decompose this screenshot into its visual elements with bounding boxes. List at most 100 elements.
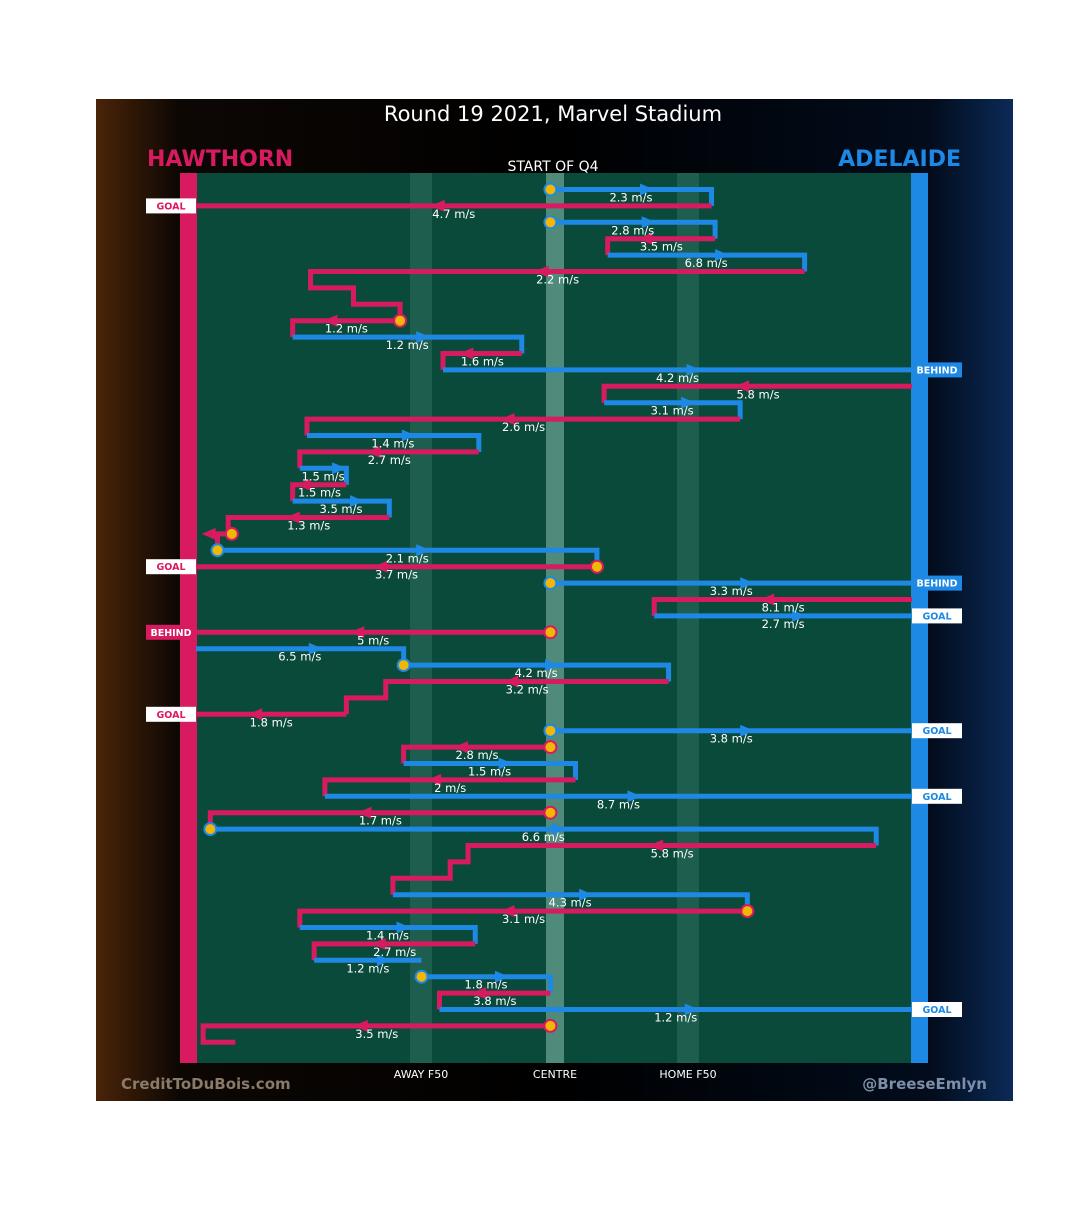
result-tag-box	[912, 362, 962, 378]
chain-32-arrow	[454, 741, 469, 754]
chain-38-speed-label: 5.8 m/s	[651, 847, 694, 861]
chain-42-arrow	[371, 937, 386, 950]
chain-47-start-marker	[543, 1018, 558, 1033]
chain-3-start-marker	[543, 215, 558, 230]
chain-10-speed-label: 4.2 m/s	[656, 371, 699, 385]
chain-41-speed-label: 1.4 m/s	[366, 929, 409, 943]
chain-3-arrow	[641, 216, 656, 229]
chain-6-arrow	[534, 265, 549, 278]
result-tag-text: GOAL	[922, 726, 951, 737]
result-tag-box	[912, 575, 962, 591]
chain-18-away-path	[292, 498, 392, 518]
chain-24-arrow	[760, 593, 775, 606]
chain-45-home-path	[436, 990, 551, 1010]
chain-23-start-marker	[543, 576, 558, 591]
chain-17-arrow	[296, 478, 311, 491]
result-tag-text: GOAL	[922, 611, 951, 622]
result-tag-box	[146, 624, 196, 640]
chain-42-speed-label: 2.7 m/s	[373, 945, 416, 959]
chart-title: Round 19 2021, Marvel Stadium	[384, 102, 722, 126]
chain-12-speed-label: 3.1 m/s	[651, 404, 694, 418]
hawthorn-goal-bar	[180, 173, 197, 1063]
chain-17-speed-label: 1.5 m/s	[298, 486, 341, 500]
chain-9-home-path	[440, 351, 522, 370]
chain-16-away-path	[299, 465, 349, 485]
chain-23-speed-label: 3.3 m/s	[710, 584, 753, 598]
result-tag-box	[912, 608, 962, 624]
chain-2-arrow	[430, 199, 445, 212]
chain-47-speed-label: 3.5 m/s	[355, 1027, 398, 1041]
chain-2-result-tag: GOAL	[146, 198, 196, 214]
home-team-name: HAWTHORN	[147, 147, 293, 172]
chain-12-arrow	[681, 396, 696, 409]
chain-4-arrow	[638, 232, 653, 245]
chain-30-arrow	[248, 708, 263, 721]
result-tag-text: GOAL	[156, 562, 185, 573]
chain-46-result-tag: GOAL	[912, 1002, 962, 1017]
chain-15-speed-label: 2.7 m/s	[368, 453, 411, 467]
chain-30-speed-label: 1.8 m/s	[250, 715, 293, 729]
result-tag-text: GOAL	[922, 792, 951, 803]
centre-band	[546, 173, 564, 1063]
chain-24-speed-label: 8.1 m/s	[762, 601, 805, 615]
chain-31-arrow	[740, 724, 755, 737]
chain-19-arrow	[285, 511, 300, 524]
chain-13-arrow	[500, 413, 515, 426]
chain-40-speed-label: 3.1 m/s	[502, 912, 545, 926]
chain-28-speed-label: 4.2 m/s	[515, 666, 558, 680]
chain-10-arrow	[686, 363, 701, 376]
chain-40-home-path	[297, 908, 748, 928]
chain-14-arrow	[401, 429, 416, 442]
chain-27-arrow	[308, 642, 323, 655]
chain-10-result-tag: BEHIND	[912, 362, 962, 378]
chain-25-result-tag: GOAL	[912, 608, 962, 624]
chain-39-speed-label: 4.3 m/s	[549, 896, 592, 910]
chain-37-start-marker	[203, 822, 218, 837]
chain-9-arrow	[459, 347, 474, 360]
chain-37-away-path	[210, 826, 879, 846]
chain-29-home-path	[343, 679, 669, 715]
chain-7-home-path	[290, 318, 401, 338]
chain-39-arrow	[579, 888, 594, 901]
chain-36-start-marker	[543, 805, 558, 820]
result-tag-text: BEHIND	[916, 365, 957, 376]
chain-9-speed-label: 1.6 m/s	[461, 355, 504, 369]
chain-23-arrow	[740, 577, 755, 590]
result-tag-text: BEHIND	[150, 628, 191, 639]
chain-30-result-tag: GOAL	[146, 706, 196, 722]
chain-11-speed-label: 5.8 m/s	[737, 387, 780, 401]
quarter-label: START OF Q4	[507, 159, 598, 175]
chain-26-result-tag: BEHIND	[146, 624, 196, 640]
away-f50-band	[410, 173, 432, 1063]
chain-1-start-marker	[543, 182, 558, 197]
chain-46-arrow	[684, 1003, 699, 1016]
chain-22-speed-label: 3.7 m/s	[375, 568, 418, 582]
chain-22-arrow	[373, 560, 388, 573]
chain-43-speed-label: 1.2 m/s	[346, 961, 389, 975]
chain-44-speed-label: 1.8 m/s	[464, 978, 507, 992]
result-tag-box	[146, 559, 196, 575]
chain-35-result-tag: GOAL	[912, 788, 962, 804]
chain-5-speed-label: 6.8 m/s	[685, 256, 728, 270]
chain-35-speed-label: 8.7 m/s	[597, 797, 640, 811]
result-tag-box	[146, 198, 196, 214]
chain-24-home-path	[651, 597, 912, 616]
result-tag-text: GOAL	[922, 1005, 951, 1016]
chain-8-arrow	[416, 331, 431, 344]
chain-35-arrow	[627, 790, 642, 803]
chain-38-home-path	[390, 843, 877, 895]
chain-18-speed-label: 3.5 m/s	[319, 502, 362, 516]
chain-32-speed-label: 2.8 m/s	[456, 748, 499, 762]
chain-15-arrow	[366, 445, 381, 458]
chain-8-away-path	[292, 334, 525, 354]
chain-19-speed-label: 1.3 m/s	[287, 519, 330, 533]
chain-42-home-path	[311, 941, 476, 961]
chain-28-arrow	[545, 659, 560, 672]
chain-14-speed-label: 1.4 m/s	[371, 437, 414, 451]
chain-44-away-path	[421, 974, 553, 994]
chain-31-speed-label: 3.8 m/s	[710, 732, 753, 746]
chain-41-arrow	[396, 921, 411, 934]
chain-28-away-path	[403, 662, 672, 682]
chain-22-start-marker	[589, 559, 604, 574]
chain-45-speed-label: 3.8 m/s	[473, 994, 516, 1008]
